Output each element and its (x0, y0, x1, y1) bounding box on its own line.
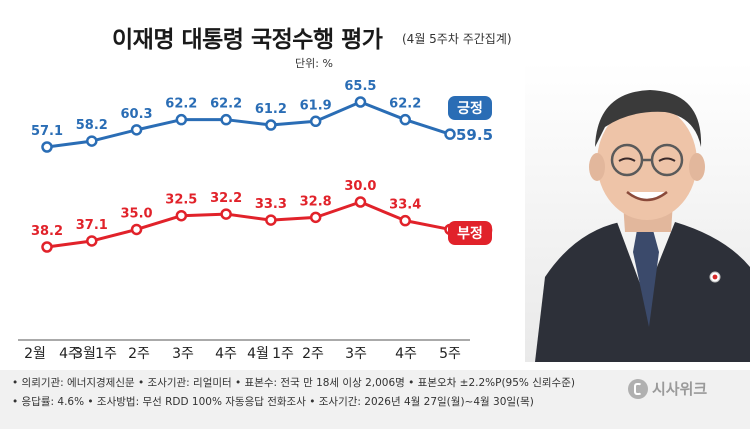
data-label: 33.4 (389, 198, 421, 213)
footnote-line-2: • 응답률: 4.6% • 조사방법: 무선 RDD 100% 자동응답 전화조… (12, 396, 534, 408)
data-point (309, 115, 322, 128)
data-point (220, 208, 232, 220)
data-point (265, 214, 277, 226)
data-point (130, 223, 143, 236)
data-label: 32.8 (300, 194, 332, 209)
legend-badge-bg (448, 96, 492, 120)
data-point (265, 119, 277, 131)
x-tick-label: 1주 (95, 346, 117, 362)
data-point (444, 128, 456, 140)
data-point (399, 113, 411, 126)
data-label: 57.1 (31, 124, 63, 139)
legend-badge-bg (448, 221, 492, 245)
data-label: 32.5 (165, 193, 197, 208)
legend-label: 부정 (457, 225, 483, 242)
logo-icon (628, 378, 648, 399)
data-point (309, 211, 322, 224)
unit-label: 단위: % (295, 57, 333, 70)
series-positive: 57.1 58.2 60.3 62.2 62.2 61.2 61.9 65.5 62.2 59.5 (31, 79, 493, 153)
data-label: 33.3 (255, 197, 287, 212)
data-label: 59.5 (456, 126, 493, 144)
brand-logo: 시사위크 (628, 378, 707, 399)
data-point (130, 124, 143, 136)
data-point (354, 96, 367, 108)
series-line (46, 200, 451, 249)
data-point (175, 113, 188, 126)
data-label: 35.0 (121, 206, 153, 221)
x-tick-label: 3주 (345, 346, 367, 362)
legend-label: 긍정 (457, 100, 483, 117)
x-tick-label: 1주 (272, 346, 294, 362)
data-label: 61.9 (300, 98, 332, 113)
data-label: 62.2 (165, 97, 197, 112)
data-point (220, 113, 232, 126)
data-label: 38.2 (31, 224, 63, 239)
survey-footnote: • 의뢰기관: 에너지경제신문 • 조사기관: 리얼미터 • 표본수: 전국 만… (12, 374, 575, 412)
data-point (41, 141, 53, 153)
x-tick-label: 3주 (172, 346, 194, 362)
data-point (399, 214, 411, 227)
data-label: 60.3 (121, 107, 153, 122)
x-tick-label: 4주 (59, 346, 81, 362)
x-tick-label: 4월 (247, 346, 269, 362)
data-label: 61.2 (255, 102, 287, 117)
x-tick-label: 2주 (128, 346, 150, 362)
x-tick-label: 4주 (215, 346, 237, 362)
data-label: 62.2 (210, 97, 242, 112)
data-point (354, 196, 367, 208)
data-label: 62.2 (389, 97, 421, 112)
data-point (175, 209, 188, 222)
x-tick-label: 5주 (439, 346, 461, 362)
page-title: 이재명 대통령 국정수행 평가 (112, 27, 383, 53)
x-tick-label: 2주 (302, 346, 324, 362)
x-tick-label: 2월 (24, 346, 46, 362)
data-point (41, 241, 53, 253)
footnote-line-1: • 의뢰기관: 에너지경제신문 • 조사기관: 리얼미터 • 표본수: 전국 만… (12, 377, 575, 389)
data-label: 58.2 (76, 118, 108, 133)
data-label: 30.0 (344, 179, 376, 194)
data-label: 65.5 (344, 79, 376, 94)
series-negative: 38.237.135.032.532.233.332.830.033.435.0 (31, 179, 493, 253)
portrait-photo (525, 62, 750, 362)
x-tick-label: 4주 (395, 346, 417, 362)
legend-badge-positive: 긍정 (448, 96, 492, 120)
legend-badge-negative: 부정 (448, 221, 492, 245)
page-subtitle: (4월 5주차 주간집계) (402, 32, 512, 46)
data-point (86, 135, 98, 147)
x-tick-label: 3월 (74, 346, 96, 362)
data-label: 32.2 (210, 191, 242, 206)
data-point (86, 235, 98, 247)
series-line (46, 100, 451, 149)
data-label: 37.1 (76, 218, 108, 233)
logo-text: 시사위크 (652, 380, 708, 398)
